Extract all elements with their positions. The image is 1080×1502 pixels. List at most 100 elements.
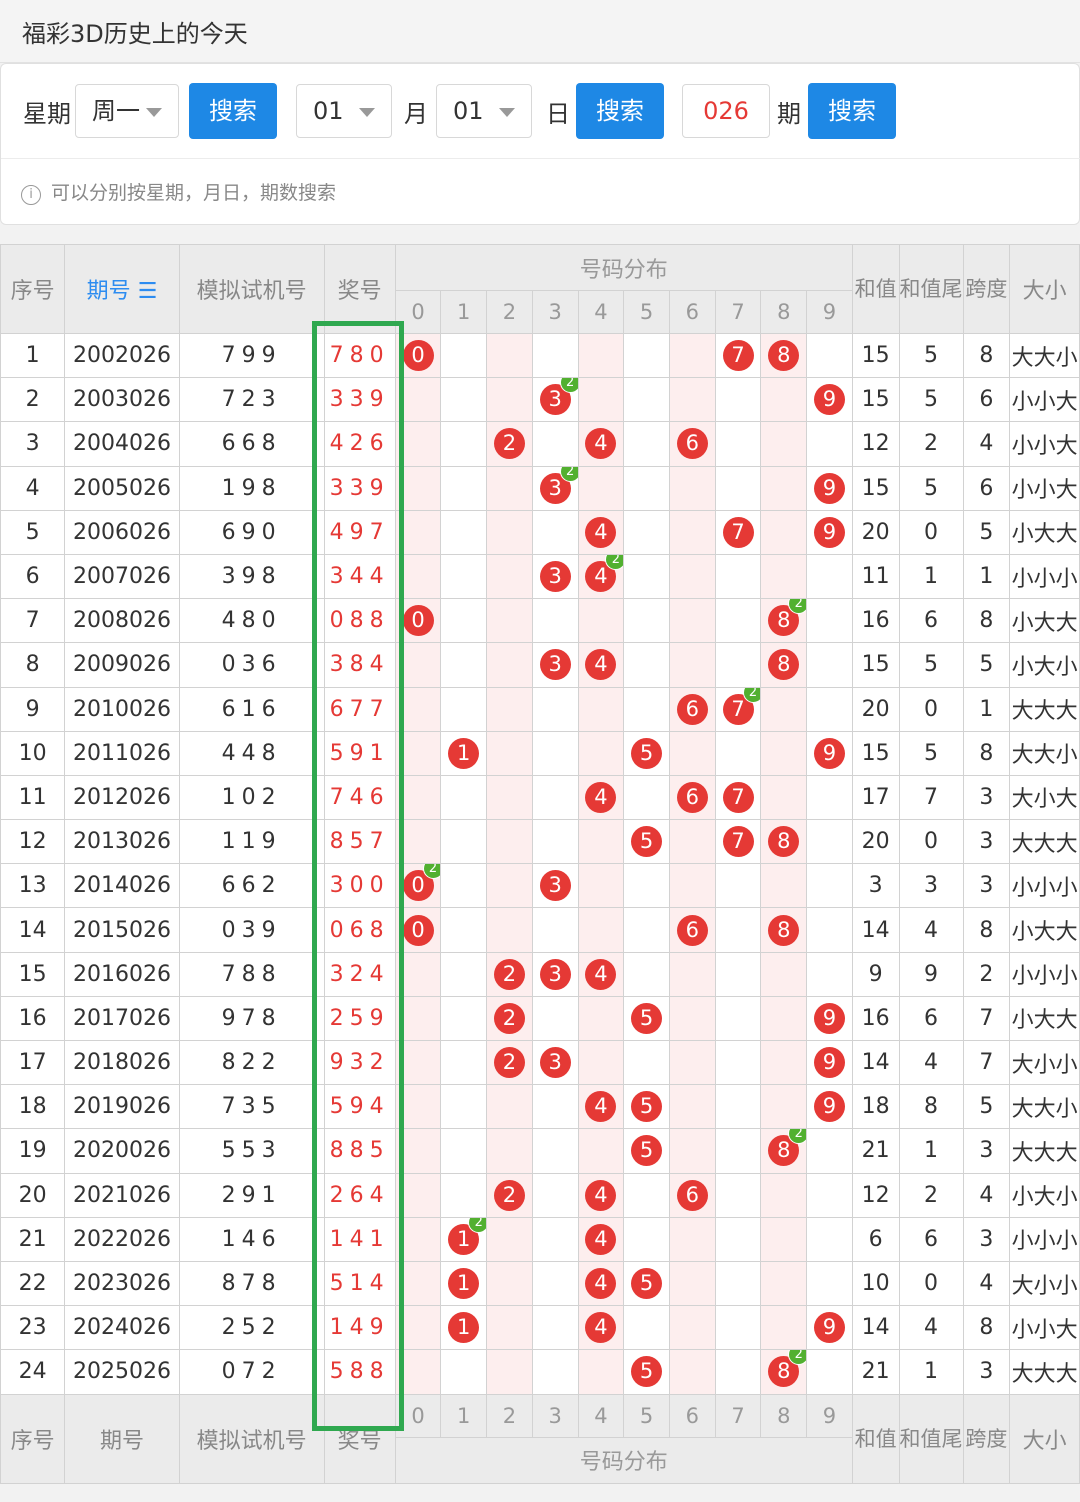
distribution-cell [440,642,488,688]
distribution-cell [577,686,625,732]
row-sim-number: 102 [178,774,325,821]
number-ball: 8 [768,826,800,858]
row-sim-number: 398 [178,553,325,600]
day-label: 日 [546,100,570,128]
distribution-cell [486,686,533,732]
row-sum: 3 [851,863,900,909]
number-ball: 9 [813,516,845,548]
row-span: 1 [962,686,1011,732]
row-sim-number: 480 [178,598,325,644]
row-issue: 2008026 [64,598,180,644]
row-issue: 2017026 [64,995,180,1042]
row-sim-number: 723 [178,377,325,423]
distribution-cell [440,1084,488,1130]
row-size: 小大小 [1009,1172,1080,1218]
col-sum: 和值 [851,244,900,334]
number-ball: 9 [813,1047,845,1079]
issue-input[interactable]: 026 [682,84,770,138]
table-row: 9 2010026 616 677 6 7 2 20 0 1 大大大 [0,686,1080,732]
date-search-button[interactable]: 搜索 [576,83,664,139]
distribution-cell [760,730,808,776]
distribution-cell: 7 [714,774,762,821]
row-prize-number: 339 [323,465,396,511]
row-sum: 15 [851,377,900,423]
col-distribution: 号码分布 [394,244,853,291]
distribution-cell [394,1128,442,1174]
table-row: 13 2014026 662 300 0 2 3 3 3 3 小小小 [0,863,1080,909]
row-span: 8 [962,1305,1011,1351]
distribution-cell [394,1084,442,1130]
row-issue: 2014026 [64,863,180,909]
distribution-cell [531,774,579,821]
row-issue: 2003026 [64,377,180,423]
distribution-cell [668,730,716,776]
distribution-cell [668,951,716,997]
col-prize: 奖号 [323,244,396,334]
distribution-cell [531,995,579,1042]
distribution-cell: 4 [577,1305,625,1351]
day-select[interactable]: 01 [436,84,532,138]
row-sum: 11 [851,553,900,600]
distribution-cell [714,377,762,423]
distribution-cell [486,509,533,555]
table-body: 1 2002026 799 780 0 7 8 15 5 8 大大小 2 2003026 723 339 3 2… [0,332,1080,1395]
distribution-cell [806,819,853,865]
col-prize: 奖号 [323,1393,396,1484]
row-issue: 2023026 [64,1260,180,1307]
number-ball: 4 [585,781,617,813]
row-index: 4 [0,465,66,511]
row-sim-number: 878 [178,1260,325,1307]
distribution-cell [623,509,670,555]
number-ball: 9 [813,1091,845,1123]
row-sum-tail: 9 [898,951,964,997]
distribution-cell: 5 [623,730,670,776]
distribution-cell [531,421,579,467]
row-sum-tail: 6 [898,1216,964,1262]
table-row: 7 2008026 480 088 0 8 2 16 6 8 小大大 [0,598,1080,644]
table-row: 23 2024026 252 149 1 4 9 14 4 8 小小大 [0,1305,1080,1351]
number-ball: 3 [539,958,571,990]
distribution-cell: 4 [577,951,625,997]
distribution-cell [668,553,716,600]
distribution-cell [668,377,716,423]
distribution-cell [577,465,625,511]
repeat-count-badge: 2 [788,1350,806,1366]
month-label: 月 [404,100,428,128]
weekday-search-button[interactable]: 搜索 [189,83,277,139]
issue-search-button[interactable]: 搜索 [808,83,896,139]
distribution-cell [486,377,533,423]
row-sum-tail: 3 [898,863,964,909]
row-span: 3 [962,774,1011,821]
distribution-cell [668,1260,716,1307]
distribution-cell [714,1039,762,1086]
row-sim-number: 146 [178,1216,325,1262]
col-issue-sortable[interactable]: 期号 ☰ [64,244,180,334]
col-size: 大小 [1009,1393,1080,1484]
row-index: 9 [0,686,66,732]
distribution-cell [806,598,853,644]
distribution-cell [440,509,488,555]
row-sim-number: 039 [178,907,325,953]
distribution-cell [668,509,716,555]
distribution-cell [668,1349,716,1395]
distribution-cell [531,1128,579,1174]
distribution-cell: 9 [806,730,853,776]
distribution-cell [531,1349,579,1395]
number-ball: 1 [448,737,480,769]
distribution-cell: 9 [806,1039,853,1086]
row-index: 24 [0,1349,66,1395]
month-select[interactable]: 01 [296,84,392,138]
distribution-cell [531,1172,579,1218]
distribution-cell [486,1305,533,1351]
row-sum: 10 [851,1260,900,1307]
distribution-cell: 5 [623,1128,670,1174]
weekday-select[interactable]: 周一 [75,84,179,138]
row-sum-tail: 6 [898,598,964,644]
distribution-cell [394,377,442,423]
distribution-cell [577,1039,625,1086]
row-span: 3 [962,1349,1011,1395]
row-sum: 15 [851,730,900,776]
row-sum-tail: 1 [898,1128,964,1174]
distribution-cell [760,686,808,732]
